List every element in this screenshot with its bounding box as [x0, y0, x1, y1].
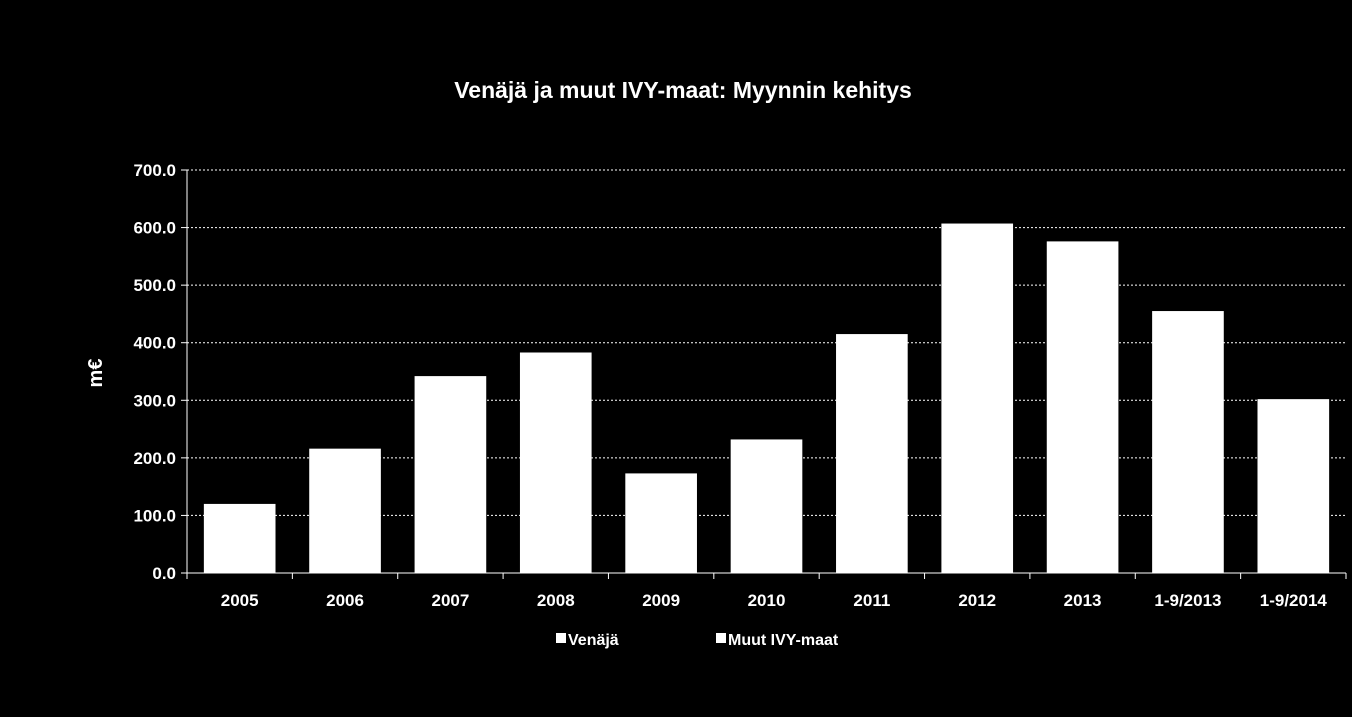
x-tick-label: 2012	[958, 591, 996, 610]
y-tick-label: 200.0	[133, 449, 176, 468]
bar-2006	[309, 448, 381, 573]
y-tick-label: 300.0	[133, 391, 176, 410]
y-tick-label: 500.0	[133, 276, 176, 295]
x-tick-label: 2009	[642, 591, 680, 610]
x-tick-label: 2010	[748, 591, 786, 610]
chart-title: Venäjä ja muut IVY-maat: Myynnin kehitys	[454, 77, 912, 103]
legend-label: Muut IVY-maat	[728, 632, 839, 649]
bar-2013	[1046, 241, 1119, 574]
bar-2010	[730, 439, 803, 573]
bar-1-9/2013	[1152, 311, 1224, 573]
x-tick-label: 1-9/2014	[1260, 591, 1328, 610]
x-tick-label: 2006	[326, 591, 364, 610]
x-tick-label: 2008	[537, 591, 575, 610]
x-tick-label: 2011	[853, 591, 890, 610]
y-tick-labels: 0.0 100.0 200.0 300.0 400.0 500.0 600.0 700.0	[133, 161, 176, 583]
x-tick-label: 2007	[431, 591, 469, 610]
legend-swatch	[716, 633, 726, 643]
axes	[186, 170, 1347, 579]
y-axis-label: m€	[85, 359, 107, 388]
y-tick-label: 400.0	[133, 334, 176, 353]
bar-2005	[203, 503, 276, 573]
y-tick-label: 0.0	[152, 564, 176, 583]
bar-2012	[941, 223, 1014, 573]
x-tick-labels: 2005 2006 2007 2008 2009 2010 2011 2012 2013 1-9/…	[221, 591, 1328, 610]
y-tick-label: 100.0	[133, 506, 176, 525]
y-tick-label: 700.0	[133, 161, 176, 180]
bar-1-9/2014	[1257, 399, 1330, 573]
bars	[203, 223, 1330, 574]
bar-2008	[519, 352, 592, 573]
y-tick-label: 600.0	[133, 219, 176, 238]
bar-2009	[625, 473, 697, 573]
legend-swatch	[556, 633, 566, 643]
x-tick-label: 2013	[1064, 591, 1102, 610]
legend: Venäjä Muut IVY-maat	[556, 632, 839, 649]
legend-label: Venäjä	[568, 632, 619, 649]
x-tick-label: 2005	[221, 591, 259, 610]
x-tick-label: 1-9/2013	[1154, 591, 1221, 610]
bar-2007	[414, 376, 487, 573]
bar-2011	[836, 334, 908, 573]
